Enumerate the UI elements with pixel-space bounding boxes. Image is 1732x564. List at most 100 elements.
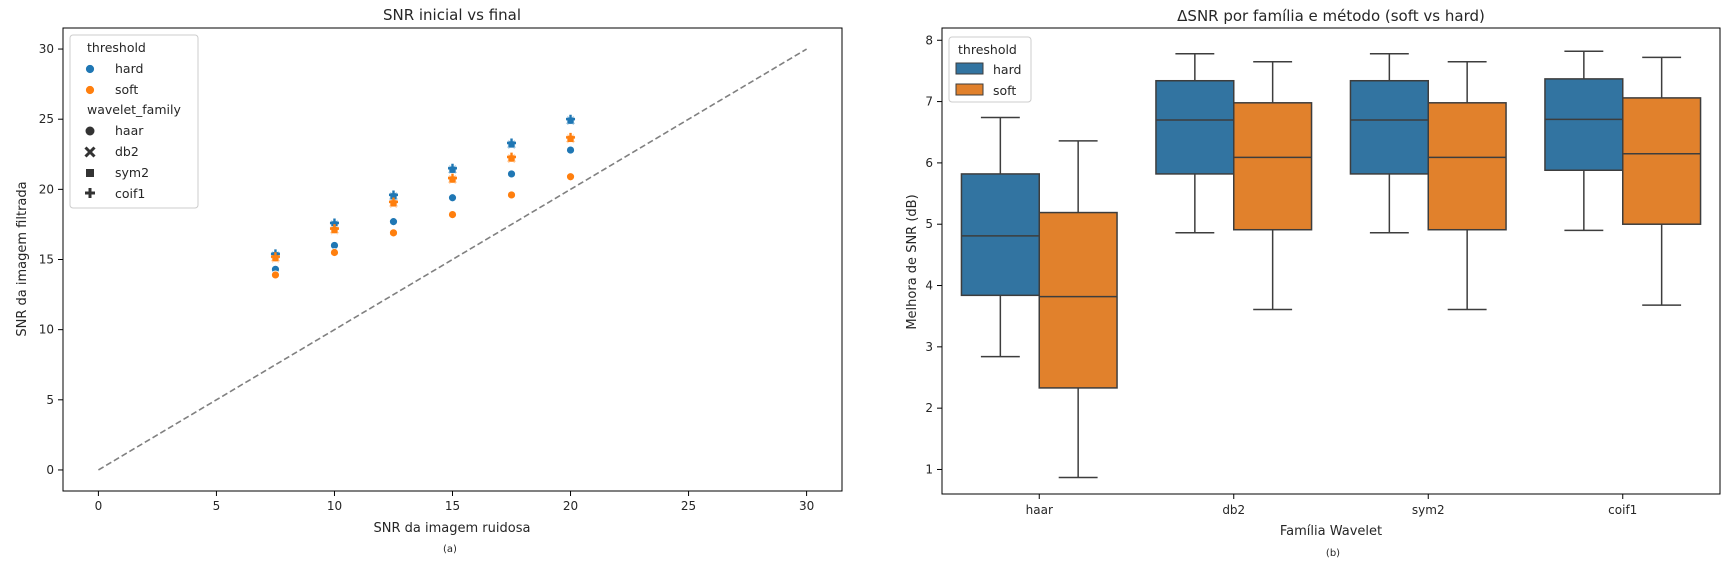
x-tick-label: sym2: [1412, 503, 1445, 517]
box-soft-coif1: [1622, 56, 1702, 306]
x-tick-label: 30: [799, 499, 814, 513]
legend-haar-marker: [85, 126, 95, 136]
y-tick-label: 7: [925, 95, 933, 109]
scatter-legend: threshold hard soft wavelet_family haar …: [69, 34, 199, 209]
y-tick-label: 5: [925, 217, 933, 231]
scatter-x-ticks: 0 5 10 15 20 25 30: [95, 491, 814, 513]
y-tick-label: 4: [925, 279, 933, 293]
boxplot-legend-soft-swatch: [955, 83, 984, 96]
box-soft-haar: [1038, 140, 1118, 479]
box-iqr: [1544, 78, 1624, 172]
box-iqr: [1038, 211, 1118, 389]
box-hard-coif1: [1544, 50, 1624, 232]
boxplot-caption: (b): [1326, 548, 1340, 559]
point-soft-coif1: [507, 152, 517, 162]
x-tick-label: haar: [1026, 503, 1053, 517]
scatter-caption: (a): [443, 544, 457, 555]
x-tick-label: 10: [327, 499, 342, 513]
boxplot-axes-frame: [941, 27, 1721, 495]
y-tick-label: 5: [46, 393, 54, 407]
legend-sym2-label: sym2: [115, 165, 149, 180]
scatter-y-ticks: 0 5 10 15 20 25 30: [39, 42, 63, 477]
point-soft-haar: [507, 190, 516, 200]
legend-soft-label: soft: [115, 82, 138, 97]
series-hard-db2: [271, 116, 575, 260]
boxplot-y-ticks: 1 2 3 4 5 6 7 8: [925, 33, 942, 476]
point-hard-coif1: [566, 114, 576, 124]
legend-coif1-marker: [85, 188, 95, 198]
point-hard-haar: [507, 169, 516, 179]
boxplot-legend-soft-label: soft: [993, 83, 1016, 98]
box-iqr: [960, 173, 1041, 297]
boxplot-y-label: Melhora de SNR (dB): [905, 194, 920, 329]
point-soft-coif1: [448, 173, 457, 183]
boxplot-x-label: Família Wavelet: [1280, 524, 1382, 539]
point-hard-haar: [389, 217, 398, 227]
point-soft-coif1: [388, 197, 398, 207]
boxplot-legend-hard-label: hard: [993, 62, 1021, 77]
series-hard-haar: [271, 145, 575, 274]
legend-hue-title: threshold: [87, 40, 146, 55]
legend-db2-label: db2: [115, 144, 139, 159]
box-iqr: [1622, 97, 1702, 225]
point-hard-coif1: [448, 163, 457, 173]
box-hard-db2: [1155, 53, 1235, 234]
scatter-title: SNR inicial vs final: [383, 6, 521, 24]
y-tick-label: 6: [925, 156, 933, 170]
point-hard-haar: [566, 145, 575, 155]
scatter-panel: SNR inicial vs final 0 5 10 15 20 25 30 0 5 10 15…: [15, 6, 843, 555]
series-soft-haar: [271, 172, 575, 280]
x-tick-label: 20: [563, 499, 578, 513]
box-soft-db2: [1233, 60, 1313, 311]
point-soft-coif1: [329, 224, 339, 234]
point-soft-haar: [330, 248, 339, 257]
point-soft-haar: [271, 270, 280, 280]
scatter-legend-frame: [69, 34, 199, 209]
legend-db2-marker: [84, 146, 96, 158]
boxplot-x-ticks: haar db2 sym2 coif1: [1026, 494, 1637, 517]
legend-hard-label: hard: [115, 61, 143, 76]
box-hard-sym2: [1349, 53, 1429, 234]
box-hard-haar: [960, 116, 1041, 358]
box-iqr: [1349, 79, 1429, 175]
boxplot-marks: [960, 50, 1702, 479]
box-iqr: [1233, 102, 1313, 231]
y-tick-label: 0: [46, 463, 54, 477]
point-soft-haar: [389, 228, 398, 238]
series-hard-sym2: [271, 116, 575, 260]
x-tick-label: 25: [681, 499, 696, 513]
x-tick-label: db2: [1222, 503, 1245, 517]
boxplot-legend-hard-swatch: [955, 62, 984, 75]
y-tick-label: 3: [925, 340, 933, 354]
box-iqr: [1155, 79, 1235, 175]
legend-coif1-label: coif1: [115, 186, 145, 201]
y-tick-label: 1: [925, 462, 933, 476]
series-hard-coif1: [270, 114, 576, 259]
x-tick-label: coif1: [1608, 503, 1637, 517]
y-tick-label: 30: [39, 42, 54, 56]
y-tick-label: 2: [925, 401, 933, 415]
scatter-y-label: SNR da imagem filtrada: [15, 181, 30, 336]
boxplot-legend: threshold hard soft: [948, 36, 1032, 103]
boxplot-panel: ΔSNR por família e método (soft vs hard)…: [905, 7, 1721, 559]
y-tick-label: 15: [39, 253, 54, 267]
point-hard-haar: [448, 193, 457, 203]
series-soft-coif1: [270, 132, 576, 262]
scatter-marks: [98, 48, 807, 471]
point-soft-haar: [448, 210, 457, 220]
x-tick-label: 0: [95, 499, 103, 513]
legend-soft-marker: [85, 85, 95, 95]
point-soft-haar: [566, 172, 575, 182]
series-soft-db2: [271, 134, 575, 263]
box-iqr: [1427, 102, 1507, 231]
y-tick-label: 20: [39, 182, 54, 196]
x-tick-label: 5: [213, 499, 221, 513]
point-hard-coif1: [507, 138, 517, 148]
series-soft-sym2: [271, 135, 575, 262]
y-tick-label: 8: [925, 33, 933, 47]
scatter-x-label: SNR da imagem ruidosa: [374, 521, 531, 536]
legend-haar-label: haar: [115, 123, 144, 138]
identity-reference-line: [98, 48, 807, 471]
point-soft-coif1: [566, 132, 576, 142]
